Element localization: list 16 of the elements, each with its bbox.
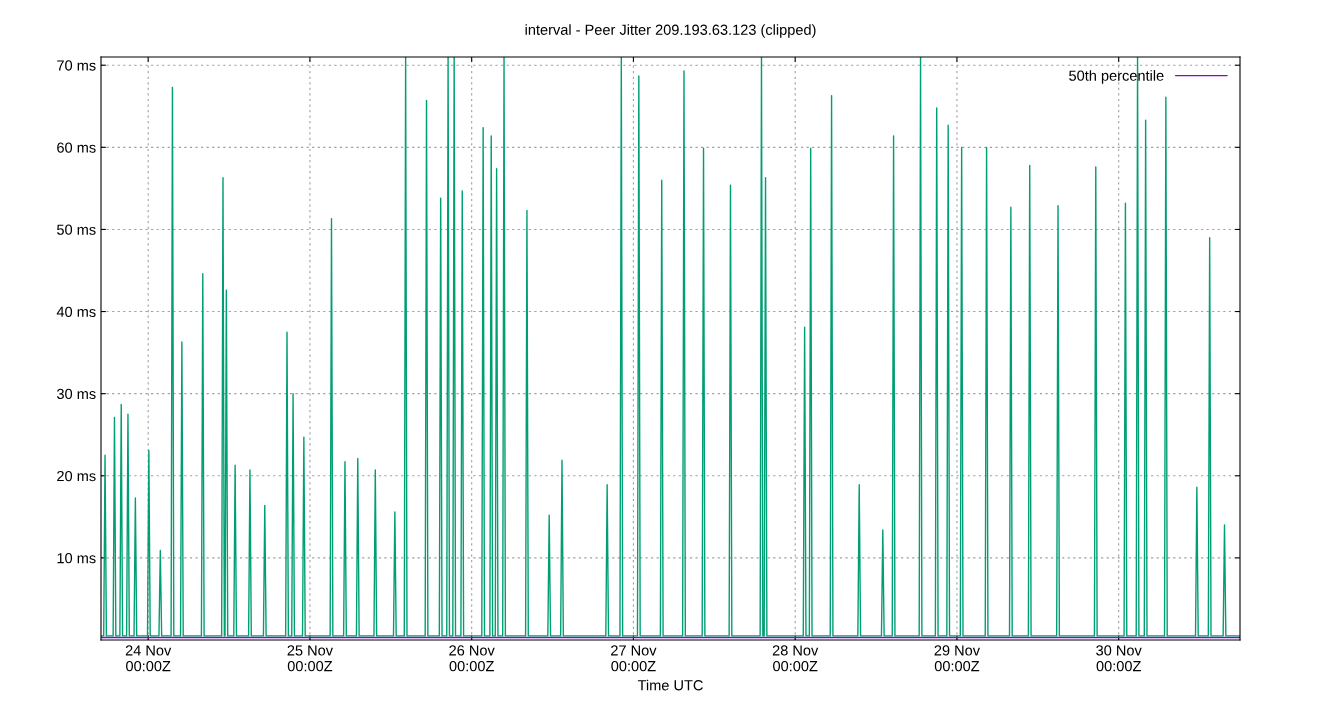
y-tick-label: 40 ms bbox=[56, 306, 96, 317]
x-tick-label: 27 Nov 00:00Z bbox=[611, 645, 657, 672]
y-tick-label: 10 ms bbox=[57, 552, 96, 564]
x-tick-label: 30 Nov 00:00Z bbox=[1096, 645, 1142, 672]
y-tick-label: 70 ms bbox=[57, 60, 96, 71]
y-tick-label: 30 ms bbox=[56, 388, 96, 400]
x-tick-label: 28 Nov 00:00Z bbox=[772, 645, 819, 672]
x-tick-label: 26 Nov 00:00Z bbox=[449, 645, 495, 672]
y-tick-label: 50 ms bbox=[57, 224, 96, 235]
chart-title: interval - Peer Jitter 209.193.63.123 (clipped) bbox=[525, 24, 816, 38]
y-tick-label: 60 ms bbox=[57, 142, 96, 153]
x-axis-title: Time UTC bbox=[637, 679, 703, 691]
x-tick-label: 25 Nov 00:00Z bbox=[287, 645, 333, 672]
y-tick-label: 20 ms bbox=[57, 470, 96, 482]
x-tick-label: 24 Nov 00:00Z bbox=[125, 645, 172, 672]
x-tick-label: 29 Nov 00:00Z bbox=[934, 645, 980, 672]
